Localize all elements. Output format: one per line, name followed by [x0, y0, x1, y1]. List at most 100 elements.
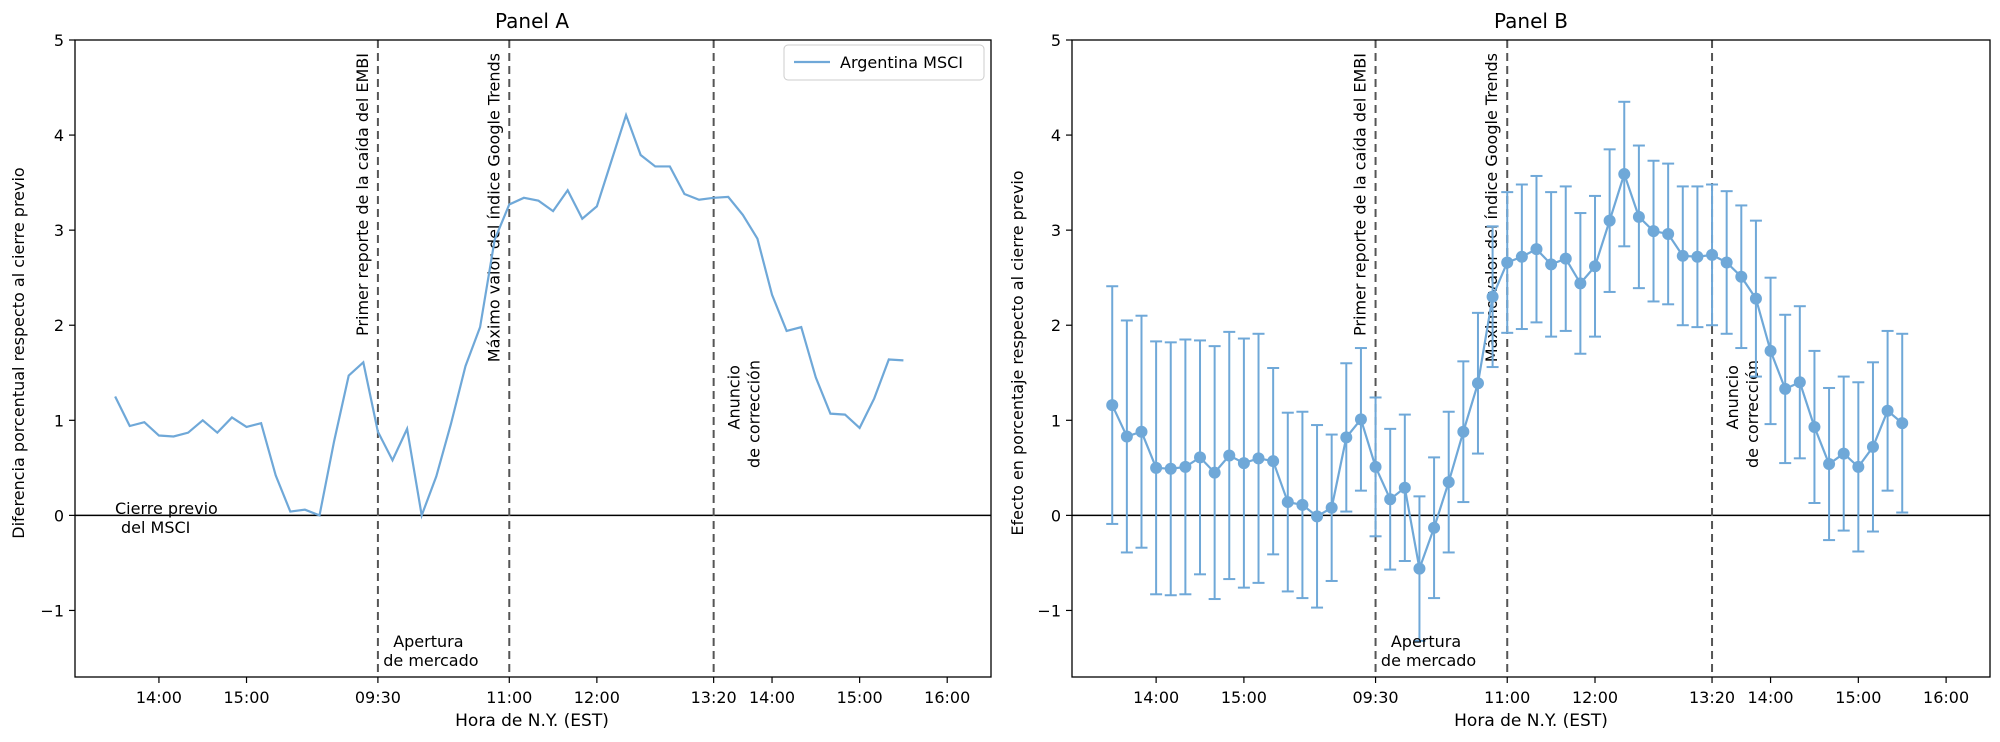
panel-b-data-point — [1120, 430, 1133, 443]
panel-b-x-tick-label: 12:00 — [1572, 688, 1618, 707]
panel-b-y-tick-label: 2 — [1051, 316, 1061, 335]
panel-a-y-tick-label: 4 — [54, 126, 64, 145]
panel-a-x-tick-label: 11:00 — [486, 688, 532, 707]
panel-b-data-point — [1296, 498, 1309, 511]
panel-a-refline-google-label: Máximo valor del índice Google Trends — [484, 53, 503, 362]
panel-b-data-point — [1515, 250, 1528, 263]
panel-b-x-tick-label: 13:20 — [1689, 688, 1735, 707]
panel-b-x-tick-label: 14:00 — [1748, 688, 1794, 707]
panel-b-data-point — [1354, 413, 1367, 426]
panel-b-x-tick-label: 15:00 — [1835, 688, 1881, 707]
panel-b-data-point — [1428, 521, 1441, 534]
panel-a-y-tick-label: 0 — [54, 506, 64, 525]
panel-b-y-tick-label: 1 — [1051, 411, 1061, 430]
panel-a-correction-label-line2: de corrección — [745, 360, 764, 468]
panel-a-prev-close-line2: del MSCI — [121, 518, 190, 537]
panel-a-x-tick-label: 15:00 — [223, 688, 269, 707]
panel-b-correction-label-line2: de corrección — [1743, 360, 1762, 468]
panel-b-data-point — [1837, 447, 1850, 460]
panel-a-correction-label-line1: Anuncio — [725, 365, 744, 429]
panel-a-x-tick-label: 14:00 — [136, 688, 182, 707]
panel-b-data-point — [1720, 256, 1733, 269]
panel-b-plot-frame — [1071, 39, 1991, 678]
panel-b-data-point — [1340, 431, 1353, 444]
panel-a-y-tick-label: 3 — [54, 221, 64, 240]
panel-a-series-argentina-msci — [114, 111, 904, 520]
panel-b-data-point — [1369, 460, 1382, 473]
panel-b-data-point — [1589, 260, 1602, 273]
panel-b-data-point — [1881, 404, 1894, 417]
panel-a-y-tick-label: −1 — [40, 601, 64, 620]
panel-b-data-point — [1252, 452, 1265, 465]
panel-b-market-open-line1: Apertura — [1391, 632, 1461, 651]
panel-b-y-axis-label: Efecto en porcentaje respecto al cierre … — [1008, 170, 1027, 535]
panel-a-x-tick-label: 09:30 — [355, 688, 401, 707]
panel-b-data-point — [1603, 214, 1616, 227]
panel-a-x-axis-label: Hora de N.Y. (EST) — [455, 711, 609, 731]
panel-a-y-tick-label: 2 — [54, 316, 64, 335]
panel-a-legend-box — [783, 44, 985, 81]
panel-a-legend: Argentina MSCI — [783, 44, 985, 81]
panel-b-data-point — [1852, 460, 1865, 473]
panel-b-data-point — [1896, 417, 1909, 430]
panel-a-annotation-prev-close: Cierre previo del MSCI — [115, 499, 223, 537]
panel-a-refline-embi-label: Primer reporte de la caída del EMBI — [353, 53, 372, 336]
panel-a-plot-frame — [74, 39, 992, 678]
panel-b-data-point — [1384, 493, 1397, 506]
panel-a-legend-label: Argentina MSCI — [840, 53, 963, 72]
panel-b-data-point — [1237, 457, 1250, 470]
panel-a-reference-lines: Primer reporte de la caída del EMBI Máxi… — [353, 40, 764, 677]
panel-b-data-point — [1676, 249, 1689, 262]
panel-a-title: Panel A — [495, 9, 569, 33]
panel-b-annotation-market-open: Apertura de mercado — [1381, 632, 1476, 670]
panel-a-x-tick-label: 12:00 — [574, 688, 620, 707]
panel-b-data-point — [1691, 250, 1704, 263]
panel-b-x-tick-label: 09:30 — [1353, 688, 1399, 707]
panel-b-data-point — [1135, 425, 1148, 438]
panel-a-x-tick-label: 13:20 — [691, 688, 737, 707]
panel-a-y-axis-label: Diferencia porcentual respecto al cierre… — [9, 167, 28, 538]
panel-b-market-open-line2: de mercado — [1381, 651, 1476, 670]
panel-b-y-tick-label: 4 — [1051, 126, 1061, 145]
panel-b-data-point — [1749, 292, 1762, 305]
panel-b-title: Panel B — [1494, 9, 1568, 33]
panel-b-markers — [1106, 168, 1909, 575]
panel-a-market-open-line2: de mercado — [383, 651, 478, 670]
panel-a-y-ticks: −1 0 1 2 3 4 5 — [40, 31, 75, 620]
panel-b-refline-correction-label: Anuncio de corrección — [1723, 360, 1762, 468]
panel-b-data-point — [1281, 496, 1294, 509]
panel-b-data-point — [1208, 466, 1221, 479]
panel-b-data-point — [1866, 440, 1879, 453]
panel-b-y-tick-label: −1 — [1037, 601, 1061, 620]
panel-b-data-point — [1662, 227, 1675, 240]
panel-a-market-open-line1: Apertura — [393, 632, 463, 651]
panel-b-data-point — [1471, 377, 1484, 390]
panel-b-y-tick-label: 5 — [1051, 31, 1061, 50]
panel-b-refline-embi-label: Primer reporte de la caída del EMBI — [1351, 53, 1370, 336]
panel-b-data-point — [1413, 562, 1426, 575]
panel-a-annotation-market-open: Apertura de mercado — [383, 632, 478, 670]
panel-b-data-point — [1325, 501, 1338, 514]
panel-b-data-point — [1823, 458, 1836, 471]
panel-a-x-tick-label: 14:00 — [749, 688, 795, 707]
panel-b-x-tick-label: 15:00 — [1221, 688, 1267, 707]
panel-b-data-point — [1150, 461, 1163, 474]
panel-b-data-point — [1574, 277, 1587, 290]
panel-b-data-point — [1793, 376, 1806, 389]
panel-a-x-tick-label: 15:00 — [837, 688, 883, 707]
panel-a-x-ticks: 14:00 15:00 09:30 11:00 12:00 13:20 14:00 15:00… — [136, 677, 970, 707]
panel-b-data-point — [1223, 449, 1236, 462]
panel-b-data-point — [1106, 399, 1119, 412]
panel-b-data-point — [1545, 258, 1558, 271]
panel-b-correction-label-line1: Anuncio — [1723, 365, 1742, 429]
panel-b-x-tick-label: 11:00 — [1484, 688, 1530, 707]
panel-a-prev-close-line1: Cierre previo — [115, 499, 218, 518]
panel-b-data-point — [1179, 460, 1192, 473]
panel-b-y-ticks: −1 0 1 2 3 4 5 — [1037, 31, 1072, 620]
panel-b-data-point — [1706, 248, 1719, 261]
panel-b-data-point — [1311, 510, 1324, 523]
panel-b-data-point — [1530, 243, 1543, 256]
panel-b-data-point — [1618, 168, 1631, 181]
panel-b-data-point — [1808, 420, 1821, 433]
panel-b-y-tick-label: 0 — [1051, 506, 1061, 525]
